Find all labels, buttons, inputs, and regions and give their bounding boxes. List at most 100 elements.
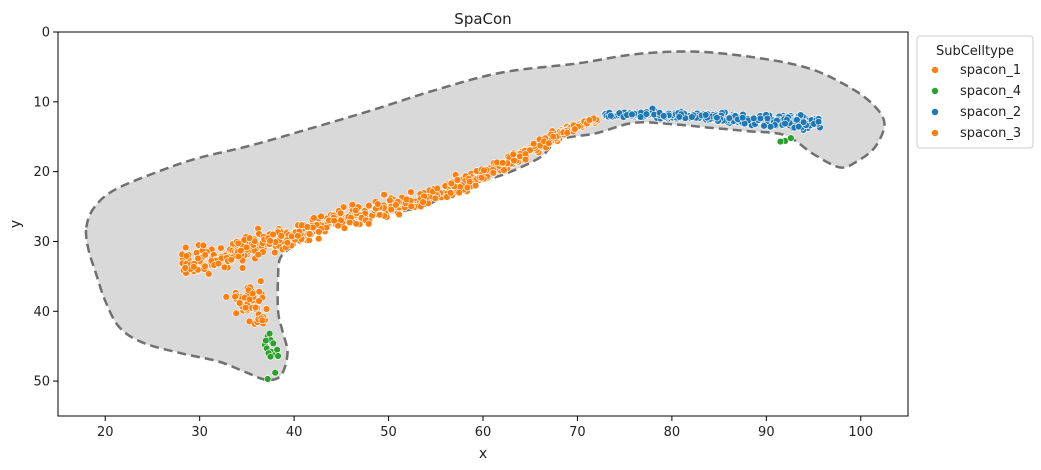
spacon_3-point xyxy=(266,237,274,245)
spacon_3-point xyxy=(194,254,202,262)
chart-title: SpaCon xyxy=(454,10,511,28)
x-tick-label: 50 xyxy=(380,425,397,440)
legend-marker-spacon_1 xyxy=(931,66,939,74)
spacon_2-point xyxy=(636,113,645,121)
spacon_3-point xyxy=(231,292,239,301)
spacon_3-point xyxy=(336,209,345,217)
y-tick-label: 30 xyxy=(33,235,50,250)
spacon_3-point xyxy=(387,205,395,214)
spacon_3-point xyxy=(257,277,265,285)
spacon_4-point xyxy=(271,369,279,377)
points-layer xyxy=(178,104,824,383)
spacon_2-point xyxy=(659,112,668,120)
region-outline xyxy=(84,50,886,382)
spacon_3-point xyxy=(182,252,191,260)
x-axis-label: x xyxy=(479,446,487,462)
spacon_3-point xyxy=(352,220,360,228)
spacon_3-point xyxy=(571,125,579,133)
spacon_3-point xyxy=(549,133,557,141)
spacon_3-point xyxy=(245,295,254,304)
legend-label-spacon_3: spacon_3 xyxy=(960,126,1021,141)
y-tick-label: 20 xyxy=(33,165,50,180)
spacon_3-point xyxy=(199,241,208,250)
legend-entries: spacon_1 spacon_4 spacon_2 spacon_3 xyxy=(931,63,1021,141)
spacon_3-point xyxy=(217,244,225,252)
legend-label-spacon_1: spacon_1 xyxy=(960,63,1021,78)
x-tick-label: 20 xyxy=(97,425,114,440)
x-tick-label: 70 xyxy=(569,425,586,440)
spacon_3-point xyxy=(254,251,262,259)
spacon_3-point xyxy=(303,223,312,231)
spacon_2-point xyxy=(781,119,789,128)
spacon_2-point xyxy=(675,113,683,121)
spacon_2-point xyxy=(799,118,808,126)
spacon_3-point xyxy=(402,195,411,204)
spacon_3-point xyxy=(433,184,441,193)
spacon_3-point xyxy=(563,129,571,137)
spacon_3-point xyxy=(232,309,240,317)
spacon_3-point xyxy=(248,289,257,298)
legend-label-spacon_4: spacon_4 xyxy=(960,84,1021,99)
spacon_3-point xyxy=(222,293,230,301)
x-tick-label: 60 xyxy=(475,425,492,440)
spacon_3-point xyxy=(277,232,285,240)
spacon_3-point xyxy=(255,288,263,296)
x-tick-label: 90 xyxy=(758,425,775,440)
spacon_3-point xyxy=(236,299,244,307)
spacon_4-point xyxy=(776,137,785,146)
spacon_3-point xyxy=(380,191,388,199)
x-tick-label: 30 xyxy=(191,425,208,440)
spacon_3-point xyxy=(234,239,243,248)
spacon_3-point xyxy=(365,220,373,228)
spacon_3-point xyxy=(545,139,553,147)
y-tick-label: 50 xyxy=(33,375,50,390)
spacon_4-point xyxy=(266,353,275,361)
spacon_2-point xyxy=(713,113,721,122)
spacon_3-point xyxy=(407,202,415,211)
spacon_3-point xyxy=(352,206,360,215)
plot-area xyxy=(57,31,909,417)
spacon_3-point xyxy=(386,196,394,205)
spacon_3-point xyxy=(271,248,279,257)
spacon_3-point xyxy=(242,243,251,252)
spacon_3-point xyxy=(431,194,439,203)
spacon_3-point xyxy=(489,169,497,177)
spacon_3-point xyxy=(262,305,271,313)
spacon_3-point xyxy=(315,235,323,243)
x-tick-label: 100 xyxy=(848,425,873,440)
spacon_3-point xyxy=(395,210,403,219)
legend-box xyxy=(916,35,1034,149)
spacon_2-point xyxy=(763,114,772,123)
spacon_3-point xyxy=(315,228,323,236)
spacon_3-point xyxy=(453,176,462,184)
spacon_3-point xyxy=(245,234,254,242)
spacon_3-point xyxy=(317,212,325,221)
spacon_2-point xyxy=(760,122,768,130)
spacon_3-point xyxy=(258,316,267,325)
spacon_3-point xyxy=(334,222,342,230)
spacon_3-point xyxy=(251,303,260,312)
y-axis: 0 10 20 30 40 50 xyxy=(33,26,58,390)
spacon_2-point xyxy=(688,113,696,121)
legend-marker-spacon_2 xyxy=(931,108,939,116)
spacon_2-point xyxy=(766,122,775,131)
spacon_3-point xyxy=(227,256,235,264)
legend-label-spacon_2: spacon_2 xyxy=(960,105,1021,120)
spacon_2-point xyxy=(701,111,710,119)
legend-marker-spacon_3 xyxy=(931,129,939,137)
spacon_3-point xyxy=(509,150,517,159)
legend-title: SubCelltype xyxy=(936,44,1014,59)
spacon_3-point xyxy=(521,155,530,164)
spacon_4-point xyxy=(264,375,272,383)
spacon_3-point xyxy=(238,264,247,272)
spacon_3-point xyxy=(376,211,384,219)
spacon_3-point xyxy=(463,183,472,192)
spacon_3-point xyxy=(340,224,349,232)
spacon_2-point xyxy=(607,112,615,120)
y-tick-label: 40 xyxy=(33,305,50,320)
spacon_3-point xyxy=(392,201,400,209)
spacon_3-point xyxy=(283,239,292,247)
spacon_3-point xyxy=(310,214,318,222)
spacon_3-point xyxy=(190,263,198,271)
